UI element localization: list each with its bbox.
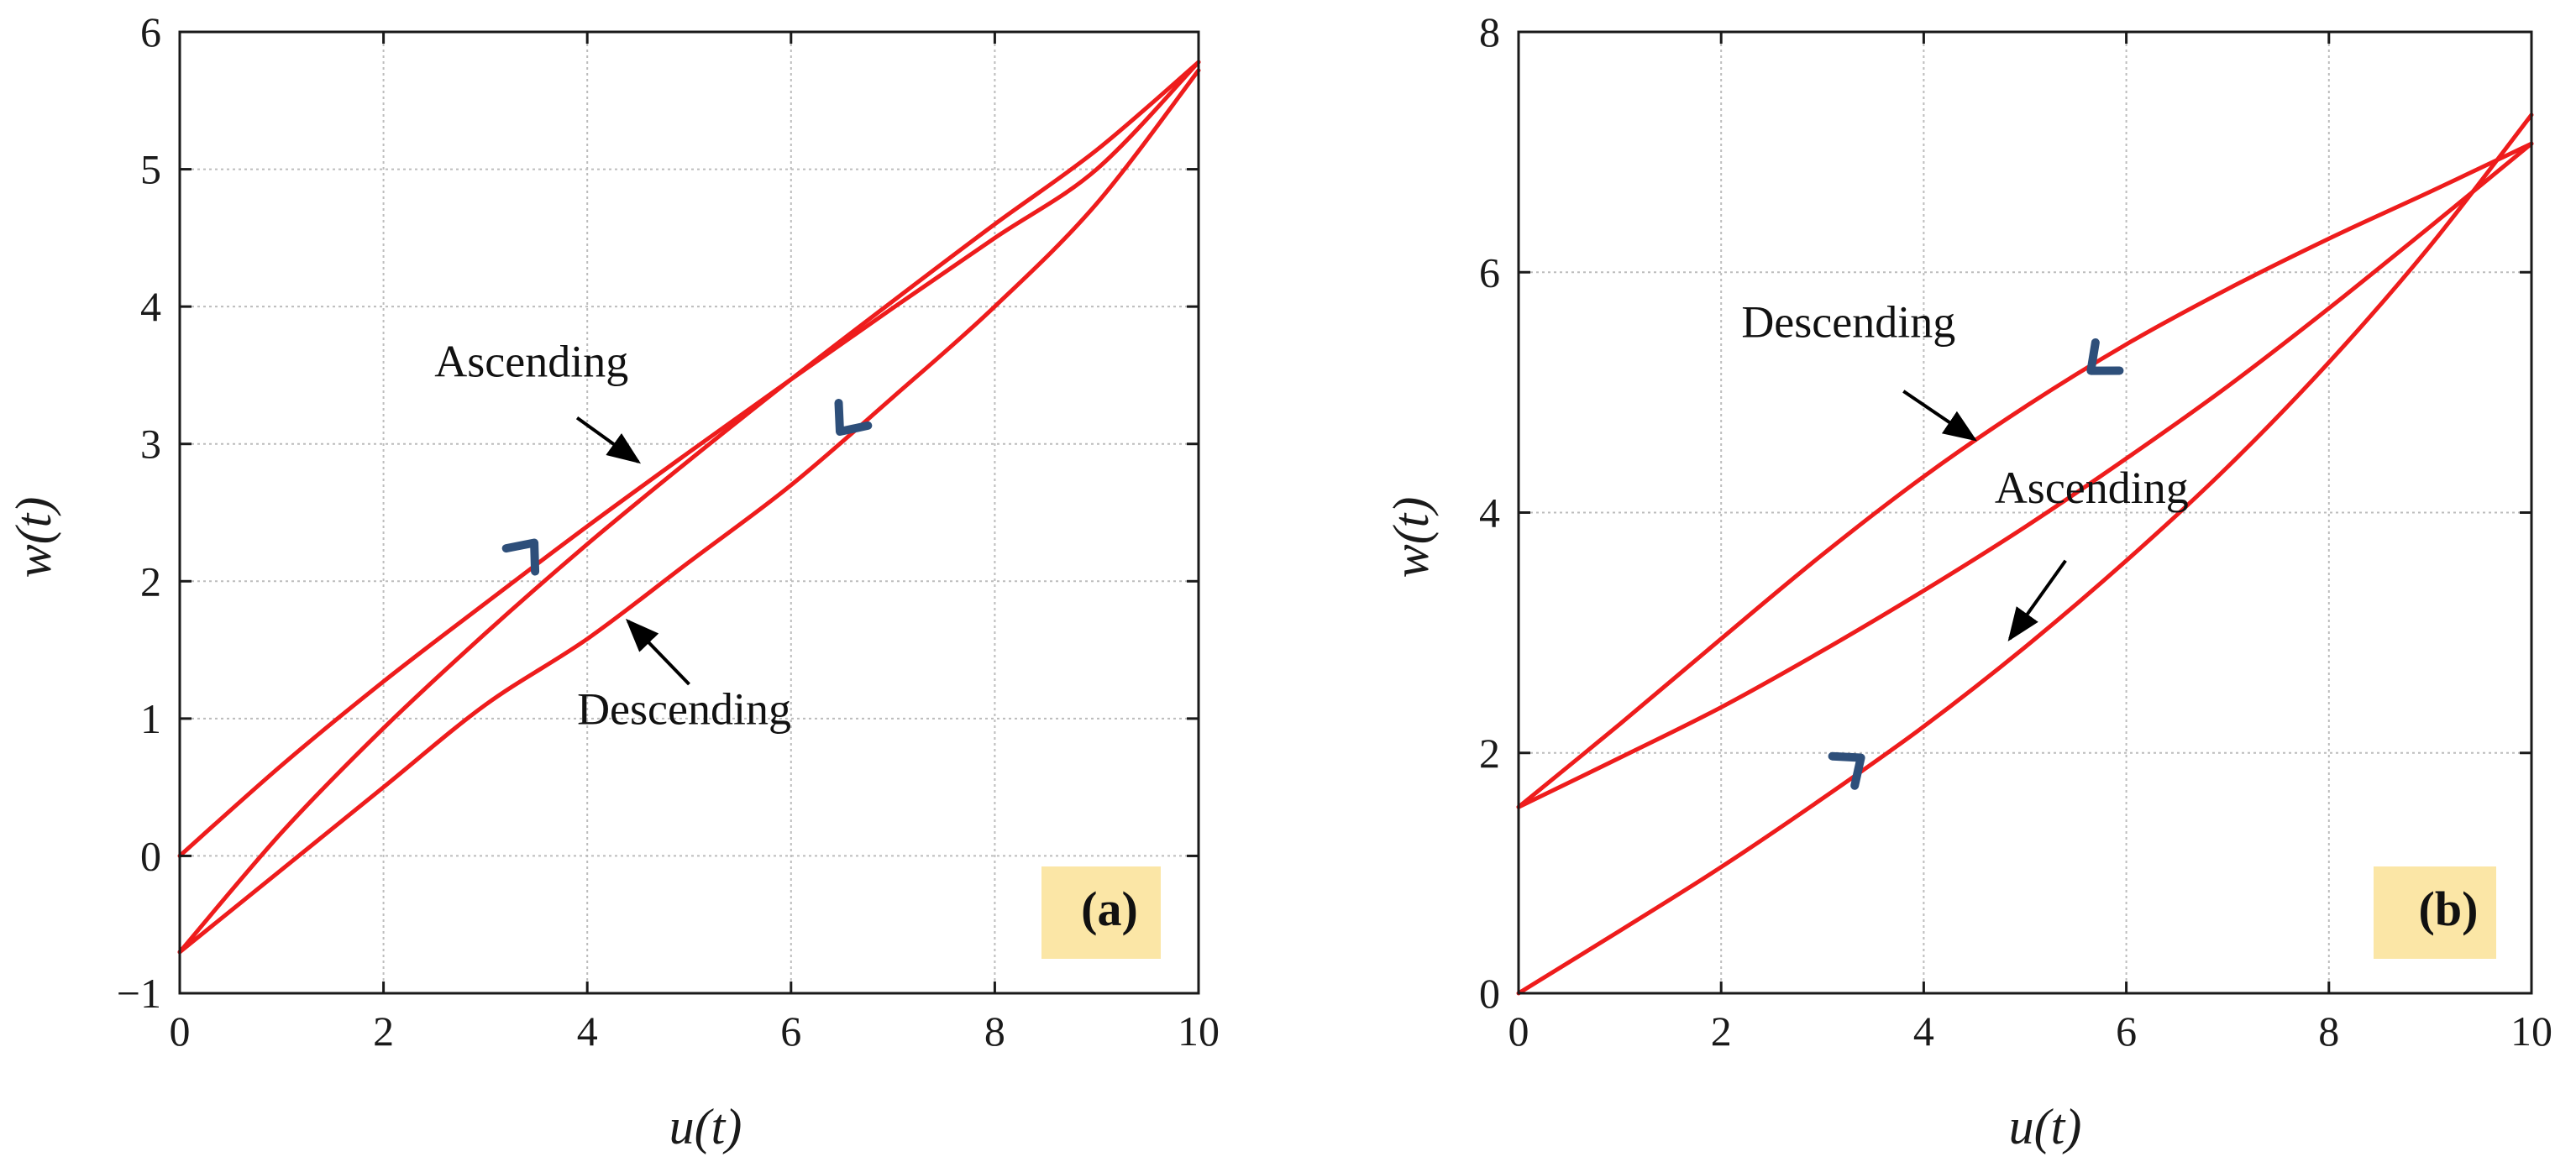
y-tick-label: 4 bbox=[1479, 489, 1500, 537]
annotation-label: Ascending bbox=[434, 337, 628, 387]
annotation-arrow bbox=[575, 416, 642, 464]
x-tick-label: 4 bbox=[577, 1008, 598, 1055]
plot-area: 0 2 4 6 8 10 0 2 4 6 8 Descending Ascending bbox=[1479, 8, 2552, 1055]
y-tick-label: 8 bbox=[1479, 8, 1500, 55]
annotation-arrow bbox=[625, 618, 690, 686]
y-tick-label: 4 bbox=[140, 283, 161, 330]
panel-label: (a) bbox=[1081, 882, 1138, 936]
y-tick-label: 5 bbox=[140, 146, 161, 193]
y-tick-label: 2 bbox=[140, 557, 161, 605]
y-axis-label: w(t) bbox=[6, 497, 61, 578]
axes-frame bbox=[178, 30, 1200, 995]
annotation-label: Descending bbox=[577, 683, 791, 734]
panel-label: (b) bbox=[2419, 882, 2479, 936]
chart-panel-b: 0 2 4 6 8 10 0 2 4 6 8 Descending Ascending u(t) w(t… bbox=[1383, 8, 2552, 1154]
direction-arrow-head bbox=[2086, 338, 2124, 375]
panel-label-background bbox=[2374, 866, 2496, 959]
annotation-label: Descending bbox=[1741, 297, 1955, 348]
x-axis-label: u(t) bbox=[669, 1099, 742, 1154]
y-tick-label: −1 bbox=[117, 970, 161, 1017]
hysteresis-curve bbox=[177, 60, 1201, 955]
x-tick-label: 8 bbox=[984, 1008, 1005, 1055]
hysteresis-curve bbox=[177, 68, 1201, 955]
annotation-arrow bbox=[1902, 390, 1978, 442]
x-tick-label: 2 bbox=[1711, 1008, 1732, 1055]
direction-arrow bbox=[501, 538, 540, 576]
y-tick-label: 2 bbox=[1479, 730, 1500, 777]
x-tick-label: 0 bbox=[170, 1008, 191, 1055]
x-tick-label: 6 bbox=[2116, 1008, 2137, 1055]
direction-arrow bbox=[834, 398, 873, 436]
y-tick-label: 6 bbox=[1479, 249, 1500, 296]
x-tick-label: 6 bbox=[780, 1008, 801, 1055]
direction-arrow-head bbox=[1828, 751, 1865, 790]
direction-arrow-head bbox=[834, 398, 873, 436]
direction-arrow bbox=[2086, 338, 2124, 375]
y-tick-label: 0 bbox=[140, 832, 161, 879]
annotation-arrow bbox=[2007, 559, 2067, 642]
hysteresis-curve bbox=[1516, 141, 2534, 809]
hysteresis-curve bbox=[1516, 141, 2534, 809]
x-tick-label: 10 bbox=[1178, 1008, 1220, 1055]
x-tick-label: 10 bbox=[2510, 1008, 2552, 1055]
x-tick-label: 2 bbox=[373, 1008, 394, 1055]
direction-arrow-head bbox=[501, 538, 540, 576]
annotation-label: Ascending bbox=[1995, 463, 2189, 513]
y-tick-label: 6 bbox=[140, 8, 161, 55]
y-tick-label: 1 bbox=[140, 695, 161, 742]
y-tick-label: 0 bbox=[1479, 970, 1500, 1017]
hysteresis-curve bbox=[1516, 113, 2534, 996]
panel-label-background bbox=[1041, 866, 1161, 959]
x-tick-label: 8 bbox=[2318, 1008, 2339, 1055]
direction-arrow bbox=[1828, 751, 1865, 790]
x-tick-label: 0 bbox=[1508, 1008, 1529, 1055]
hysteresis-curve bbox=[177, 60, 1201, 858]
y-axis-label: w(t) bbox=[1383, 497, 1439, 578]
x-tick-label: 4 bbox=[1913, 1008, 1934, 1055]
y-tick-label: 3 bbox=[140, 421, 161, 468]
x-axis-label: u(t) bbox=[2009, 1099, 2082, 1154]
